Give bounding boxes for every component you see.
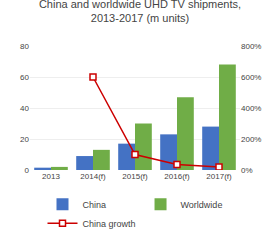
svg-text:2016(f): 2016(f): [164, 172, 190, 181]
svg-text:60: 60: [20, 73, 29, 82]
svg-text:0%: 0%: [241, 166, 253, 175]
svg-text:200%: 200%: [241, 135, 261, 144]
svg-text:0: 0: [25, 166, 30, 175]
svg-text:600%: 600%: [241, 73, 261, 82]
svg-text:400%: 400%: [241, 104, 261, 113]
svg-text:2015(f): 2015(f): [122, 172, 148, 181]
svg-text:China: China: [83, 200, 107, 210]
svg-text:800%: 800%: [241, 42, 261, 51]
svg-text:China growth: China growth: [83, 219, 136, 229]
svg-text:2017(f): 2017(f): [206, 172, 232, 181]
svg-text:40: 40: [20, 104, 29, 113]
svg-text:China and worldwide UHD TV shi: China and worldwide UHD TV shipments,201…: [39, 0, 241, 24]
svg-text:2014(f): 2014(f): [80, 172, 106, 181]
svg-text:80: 80: [20, 42, 29, 51]
svg-text:2013: 2013: [42, 172, 60, 181]
svg-text:Worldwide: Worldwide: [181, 200, 223, 210]
svg-text:20: 20: [20, 135, 29, 144]
